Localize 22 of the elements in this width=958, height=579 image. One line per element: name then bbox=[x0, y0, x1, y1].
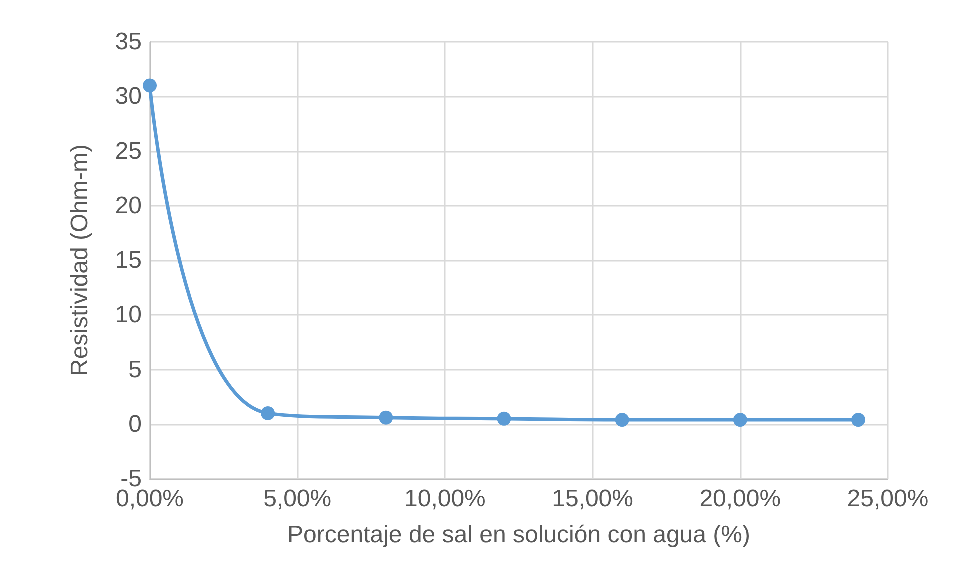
y-tick-label: 20 bbox=[115, 192, 142, 220]
y-tick-label: 30 bbox=[115, 83, 142, 110]
point bbox=[733, 413, 748, 427]
y-tick-label: 25 bbox=[115, 138, 142, 165]
y-tick-label: 0 bbox=[128, 410, 142, 438]
x-tick-label: 25,00% bbox=[847, 486, 929, 512]
point bbox=[497, 412, 512, 426]
y-axis-title: Resistividad (Ohm-m) bbox=[66, 144, 94, 377]
point bbox=[851, 413, 866, 427]
y-tick-label: 10 bbox=[115, 302, 142, 329]
x-tick-label: 10,00% bbox=[404, 486, 486, 512]
point bbox=[615, 413, 630, 427]
y-tick-label: 35 bbox=[115, 28, 142, 56]
x-axis-title: Porcentaje de sal en solución con agua (%) bbox=[288, 522, 750, 548]
y-tick-label: 5 bbox=[128, 356, 142, 384]
y-tick-label: 15 bbox=[115, 247, 142, 274]
point bbox=[143, 78, 157, 93]
point bbox=[261, 406, 276, 420]
x-tick-label: 15,00% bbox=[552, 486, 634, 512]
x-tick-label: 20,00% bbox=[700, 486, 782, 512]
point bbox=[379, 410, 394, 425]
x-tick-label: 5,00% bbox=[264, 486, 332, 512]
